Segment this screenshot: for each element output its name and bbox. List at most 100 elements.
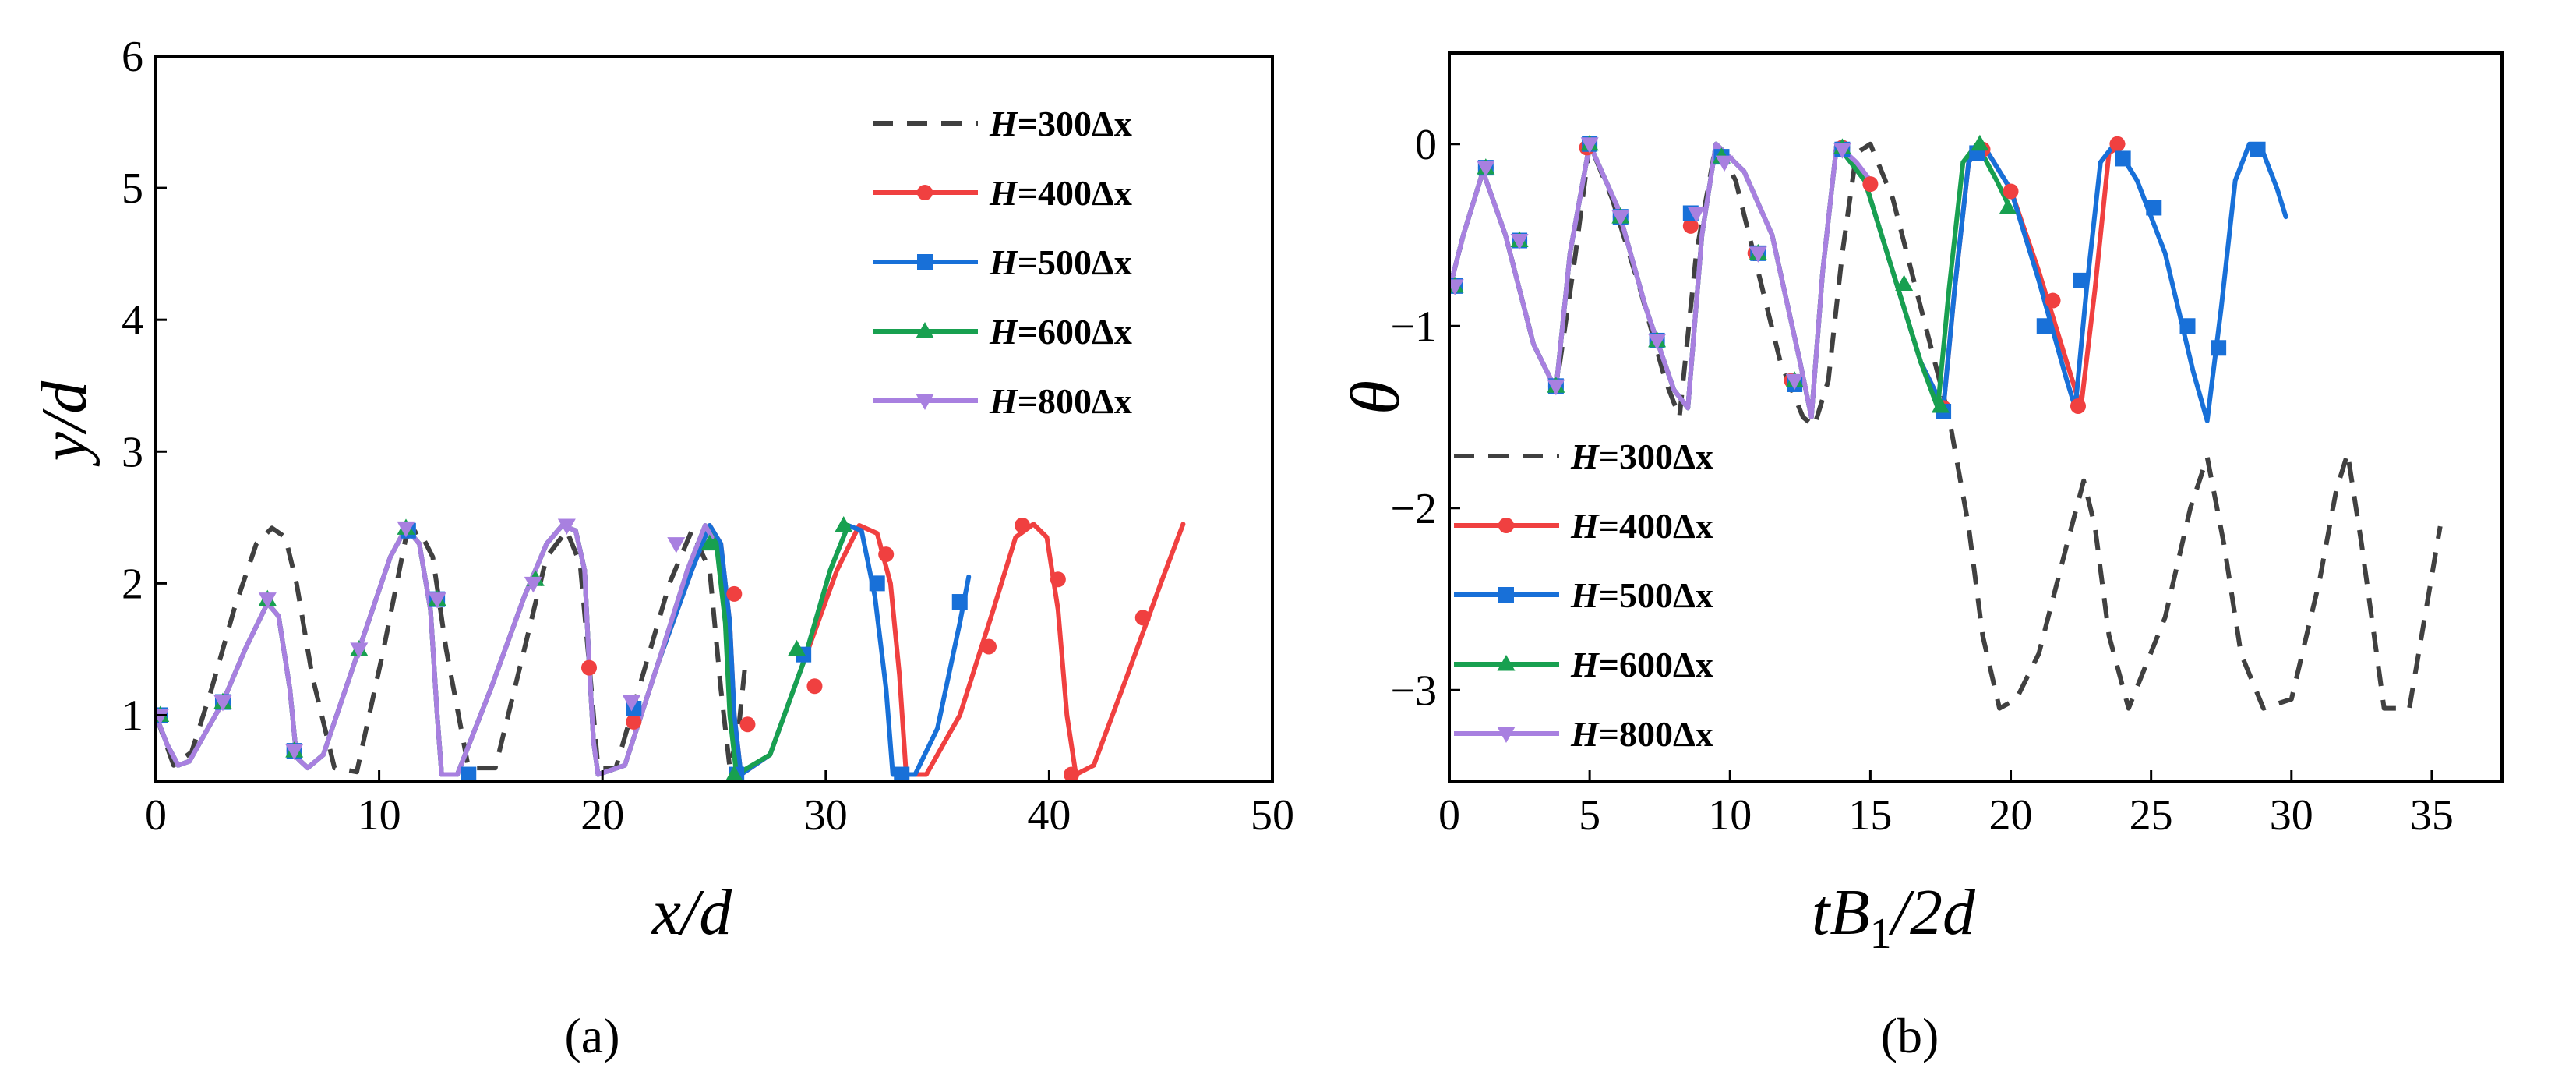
y-axis-title: θ bbox=[1337, 380, 1414, 415]
data-marker-s600 bbox=[725, 765, 743, 781]
data-marker-s400 bbox=[981, 638, 997, 655]
legend-h-symbol: H bbox=[1570, 506, 1600, 546]
data-marker-s500 bbox=[2036, 318, 2052, 334]
legend-marker-s800 bbox=[1497, 727, 1516, 743]
legend-label-s800: H=800Δx bbox=[1570, 714, 1713, 754]
x-axis-title-rest: /2d bbox=[1889, 876, 1976, 949]
legend-marker-s600 bbox=[916, 322, 934, 338]
x-axis-title: x/d bbox=[651, 876, 733, 949]
data-marker-s500 bbox=[2250, 141, 2266, 157]
data-marker-s600 bbox=[788, 639, 806, 656]
series-line-s600 bbox=[1449, 141, 2013, 419]
series-lines bbox=[156, 522, 1186, 777]
data-marker-s400 bbox=[806, 678, 823, 695]
panel-label: (b) bbox=[1881, 1008, 1939, 1063]
series-markers bbox=[156, 515, 1151, 781]
data-marker-s800 bbox=[428, 592, 446, 609]
x-tick-label: 20 bbox=[1989, 791, 2033, 840]
legend-label-s500: H=500Δx bbox=[989, 242, 1132, 282]
data-marker-s600 bbox=[1895, 274, 1914, 292]
legend-label-s600: H=600Δx bbox=[1570, 645, 1713, 684]
series-line-s800 bbox=[156, 523, 715, 777]
x-tick-label: 0 bbox=[1438, 791, 1460, 840]
x-tick-label: 35 bbox=[2410, 791, 2454, 840]
data-marker-s400 bbox=[1682, 217, 1699, 234]
x-tick-label: 10 bbox=[1708, 791, 1752, 840]
y-axis-title: y/d bbox=[28, 380, 101, 468]
x-tick-label: 30 bbox=[2270, 791, 2313, 840]
data-marker-s400 bbox=[726, 585, 743, 602]
legend-label-text: =600Δx bbox=[1018, 312, 1132, 352]
legend-label-text: =500Δx bbox=[1599, 575, 1713, 615]
y-tick-label: −3 bbox=[1390, 667, 1437, 715]
legend-label-text: =400Δx bbox=[1018, 173, 1132, 213]
data-marker-s400 bbox=[2070, 398, 2086, 414]
legend-label-s400: H=400Δx bbox=[1570, 506, 1713, 546]
legend-marker-s400 bbox=[917, 185, 933, 200]
data-marker-s800 bbox=[1611, 210, 1630, 227]
legend-label-text: =800Δx bbox=[1599, 714, 1713, 754]
data-marker-s800 bbox=[622, 695, 640, 712]
x-tick-label: 10 bbox=[358, 791, 401, 840]
legend-label-text: =800Δx bbox=[1018, 381, 1132, 421]
legend-h-symbol: H bbox=[1570, 437, 1600, 476]
data-marker-s800 bbox=[213, 695, 232, 712]
legend-h-symbol: H bbox=[989, 242, 1018, 282]
data-marker-s800 bbox=[557, 518, 576, 535]
series-lines bbox=[1449, 141, 2443, 711]
y-tick-label: 5 bbox=[122, 164, 143, 213]
legend-label-text: =600Δx bbox=[1599, 645, 1713, 684]
data-marker-s400 bbox=[1015, 517, 1031, 533]
data-marker-s800 bbox=[1687, 206, 1706, 223]
data-marker-s800 bbox=[1715, 155, 1734, 172]
data-marker-s400 bbox=[581, 659, 598, 676]
data-marker-s800 bbox=[285, 744, 304, 761]
data-marker-s400 bbox=[739, 716, 756, 733]
data-marker-s500 bbox=[894, 766, 910, 781]
data-marker-s800 bbox=[1749, 246, 1767, 263]
legend-label-text: =300Δx bbox=[1599, 437, 1713, 476]
x-tick-label: 0 bbox=[145, 791, 167, 840]
data-marker-s800 bbox=[258, 592, 277, 609]
data-marker-s800 bbox=[1785, 373, 1804, 391]
x-tick-label: 40 bbox=[1027, 791, 1071, 840]
y-tick-label: 0 bbox=[1415, 121, 1437, 169]
data-marker-s400 bbox=[1134, 610, 1151, 626]
y-tick-label: −1 bbox=[1390, 302, 1437, 351]
data-marker-s500 bbox=[2073, 272, 2089, 288]
data-marker-s800 bbox=[1833, 143, 1851, 159]
data-marker-s800 bbox=[1547, 379, 1565, 396]
data-marker-s400 bbox=[878, 546, 895, 563]
series-markers bbox=[1449, 134, 2266, 419]
legend-label-s800: H=800Δx bbox=[989, 381, 1132, 421]
x-tick-label: 15 bbox=[1848, 791, 1892, 840]
legend-marker-s500 bbox=[917, 254, 933, 270]
data-marker-s800 bbox=[156, 708, 170, 725]
data-marker-s500 bbox=[2211, 340, 2227, 356]
axes-frame bbox=[1448, 51, 2504, 783]
data-marker-s800 bbox=[1580, 137, 1599, 154]
y-tick-label: 1 bbox=[122, 691, 143, 740]
data-marker-s800 bbox=[1510, 234, 1529, 250]
legend-h-symbol: H bbox=[1570, 714, 1600, 754]
legend-label-text: =400Δx bbox=[1599, 506, 1713, 546]
x-tick-label: 25 bbox=[2130, 791, 2173, 840]
data-marker-s500 bbox=[2146, 200, 2162, 216]
legend-label-text: =300Δx bbox=[1018, 104, 1132, 143]
y-tick-label: −2 bbox=[1390, 485, 1437, 533]
legend-h-symbol: H bbox=[989, 381, 1018, 421]
legend-label-text: =500Δx bbox=[1018, 242, 1132, 282]
x-tick-label: 30 bbox=[804, 791, 848, 840]
legend-label-s300: H=300Δx bbox=[1570, 437, 1713, 476]
legend-marker-s600 bbox=[1497, 655, 1516, 671]
series-line-s300 bbox=[1449, 141, 2443, 711]
legend-label-s600: H=600Δx bbox=[989, 312, 1132, 352]
legend-h-symbol: H bbox=[989, 104, 1018, 143]
data-marker-s400 bbox=[2003, 183, 2019, 200]
legend-h-symbol: H bbox=[1570, 575, 1600, 615]
data-marker-s500 bbox=[2179, 318, 2196, 334]
legend-marker-s800 bbox=[916, 394, 934, 410]
data-marker-s800 bbox=[397, 521, 415, 538]
legend-label-s300: H=300Δx bbox=[989, 104, 1132, 143]
